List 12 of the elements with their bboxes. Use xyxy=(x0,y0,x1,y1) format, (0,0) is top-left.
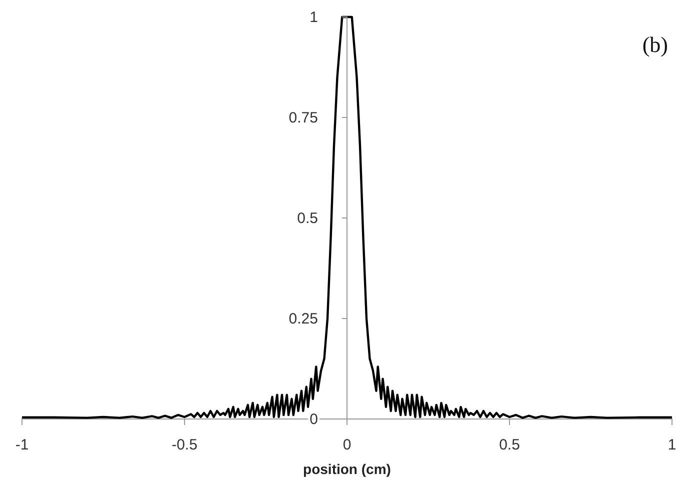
annotation: (b) xyxy=(642,32,668,57)
x-tick-label: 0.5 xyxy=(499,436,520,454)
y-tick-label: 0 xyxy=(310,410,318,428)
y-tick-label: 0.25 xyxy=(288,310,318,328)
x-tick-label: 0 xyxy=(342,436,352,454)
x-tick-label: -0.5 xyxy=(172,436,198,454)
y-tick-label: 0.75 xyxy=(288,109,318,126)
y-tick-label: 0.5 xyxy=(297,210,318,227)
x-axis-title: position (cm) xyxy=(303,461,391,477)
y-tick-label: 1 xyxy=(310,8,318,26)
x-tick-label: 1 xyxy=(668,436,676,454)
x-tick-label: -1 xyxy=(15,436,29,454)
